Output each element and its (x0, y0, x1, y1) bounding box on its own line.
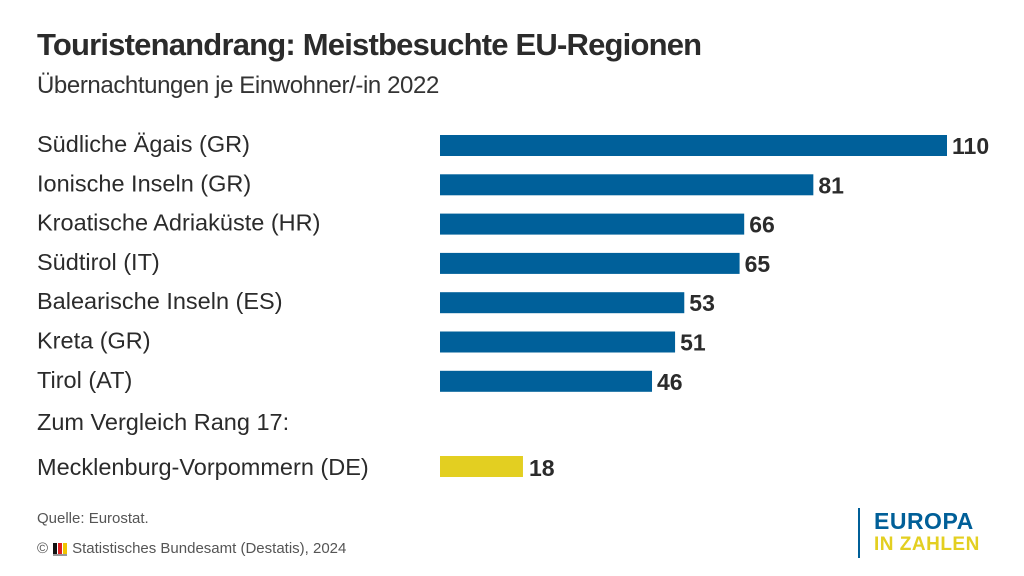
copyright-line: © Statistisches Bundesamt (Destatis), 20… (37, 540, 346, 557)
category-label: Balearische Inseln (ES) (37, 288, 283, 314)
bar (440, 174, 814, 196)
value-label: 65 (745, 251, 771, 277)
bar (440, 331, 676, 353)
brand-line-1: EUROPA (874, 508, 974, 534)
value-label: 81 (818, 172, 844, 198)
comparison-bar (440, 456, 523, 477)
bar (440, 135, 947, 156)
destatis-logo-icon (53, 542, 68, 556)
bar (440, 370, 653, 392)
category-label: Tirol (AT) (37, 367, 132, 393)
category-label: Südtirol (IT) (37, 249, 160, 275)
europa-in-zahlen-logo: EUROPA IN ZAHLEN (858, 508, 980, 558)
chart-subtitle: Übernachtungen je Einwohner/-in 2022 (37, 72, 439, 99)
value-label: 51 (680, 330, 706, 356)
copyright-text: Statistisches Bundesamt (Destatis), 2024 (72, 540, 347, 557)
value-label: 46 (657, 369, 683, 395)
chart-title: Touristenandrang: Meistbesuchte EU-Regio… (37, 27, 702, 62)
category-label: Südliche Ägais (GR) (37, 131, 250, 157)
copyright-symbol: © (37, 540, 49, 557)
comparison-category-label: Mecklenburg-Vorpommern (DE) (37, 454, 369, 480)
value-label: 66 (749, 212, 775, 238)
comparison-heading: Zum Vergleich Rang 17: (37, 409, 289, 435)
bar (440, 292, 685, 314)
source-note: Quelle: Eurostat. (37, 510, 149, 527)
brand-line-2: IN ZAHLEN (874, 534, 980, 555)
category-label: Kroatische Adriaküste (HR) (37, 210, 320, 236)
value-label: 53 (689, 290, 715, 316)
bar (440, 252, 740, 274)
comparison-value-label: 18 (529, 455, 555, 481)
value-label: 110 (952, 133, 989, 159)
category-label: Ionische Inseln (GR) (37, 170, 251, 196)
category-label: Kreta (GR) (37, 328, 151, 354)
bar (440, 213, 745, 235)
